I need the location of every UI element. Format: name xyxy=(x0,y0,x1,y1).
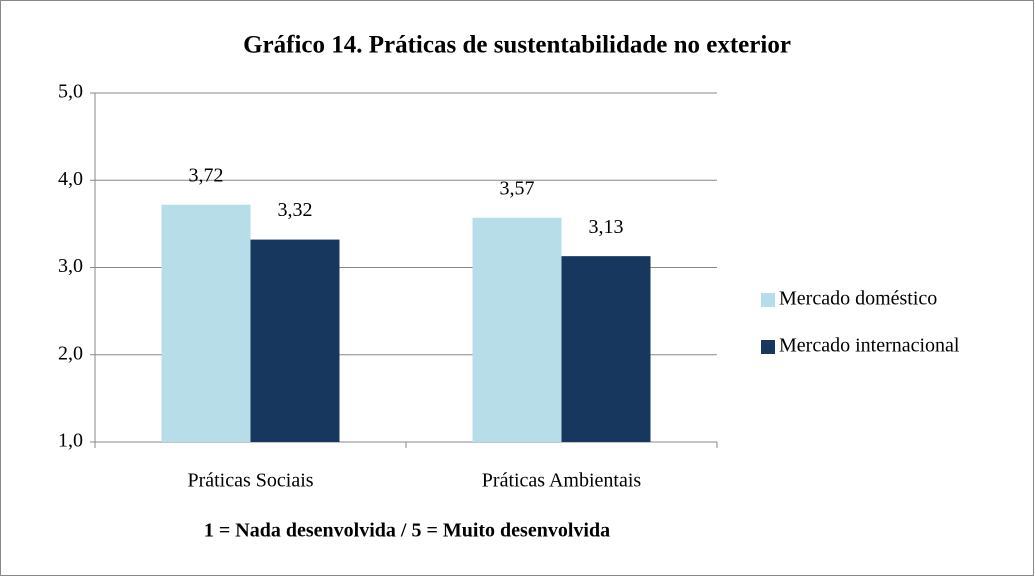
legend-label: Mercado doméstico xyxy=(779,288,937,310)
legend-label: Mercado internacional xyxy=(779,335,960,357)
y-tick-label: 4,0 xyxy=(58,168,83,190)
bar xyxy=(161,204,251,442)
legend-swatch xyxy=(761,340,775,354)
y-tick-label: 5,0 xyxy=(58,81,83,103)
x-tick-label: Práticas Ambientais xyxy=(482,470,642,492)
data-label: 3,32 xyxy=(278,199,313,221)
y-tick-label: 2,0 xyxy=(58,342,83,364)
legend-swatch xyxy=(761,293,775,307)
bar xyxy=(472,217,562,442)
x-tick-label: Práticas Sociais xyxy=(187,470,313,492)
chart-title: Gráfico 14. Práticas de sustentabilidade… xyxy=(243,32,791,59)
bar xyxy=(561,256,651,442)
x-axis-label: 1 = Nada desenvolvida / 5 = Muito desenv… xyxy=(204,520,610,542)
data-label: 3,72 xyxy=(189,164,224,186)
y-tick-label: 3,0 xyxy=(58,255,83,277)
data-label: 3,57 xyxy=(500,177,535,199)
data-label: 3,13 xyxy=(589,216,624,238)
y-tick-label: 1,0 xyxy=(58,430,83,452)
bar xyxy=(250,239,340,442)
